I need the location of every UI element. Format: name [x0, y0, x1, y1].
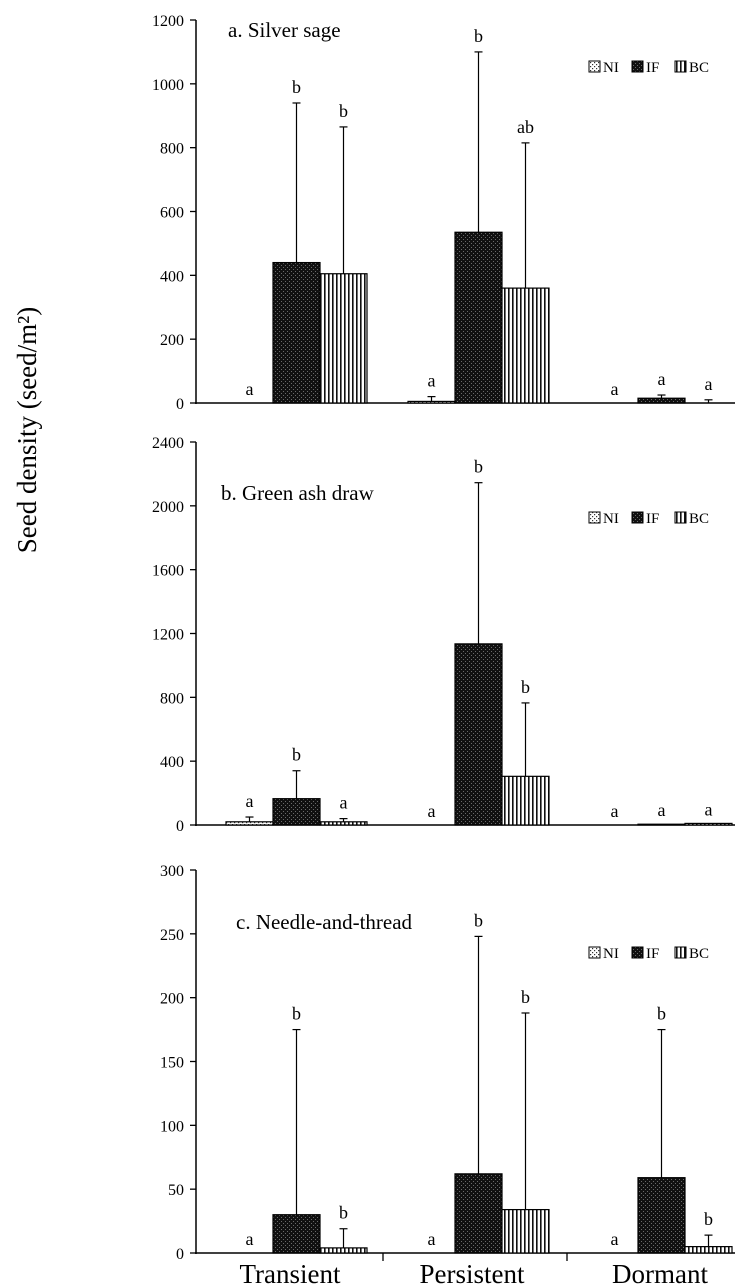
- legend-swatch-bc: [674, 60, 687, 73]
- y-tick-label: 300: [160, 863, 184, 880]
- bar-if: [454, 643, 503, 826]
- bar-if: [272, 798, 321, 826]
- y-tick-label: 1200: [152, 13, 184, 30]
- y-tick-label: 400: [160, 268, 184, 285]
- bar-bc: [319, 273, 368, 404]
- significance-letter: b: [339, 101, 348, 121]
- y-tick-label: 1000: [152, 77, 184, 94]
- legend-label-ni: NI: [603, 511, 619, 527]
- significance-letter: b: [292, 77, 301, 97]
- significance-letter: a: [658, 800, 666, 820]
- significance-letter: a: [611, 379, 619, 399]
- significance-letter: b: [474, 910, 483, 930]
- legend-label-bc: BC: [689, 511, 709, 527]
- y-tick-label: 600: [160, 205, 184, 222]
- bar-bc: [684, 822, 733, 826]
- y-tick-label: 50: [168, 1182, 184, 1199]
- y-tick-label: 2000: [152, 499, 184, 516]
- legend-swatch-if: [631, 946, 644, 959]
- significance-letter: a: [611, 1229, 619, 1249]
- y-tick-label: 200: [160, 991, 184, 1008]
- y-tick-label: 150: [160, 1055, 184, 1072]
- bar-bc: [501, 287, 550, 404]
- bar-if: [272, 1214, 321, 1254]
- significance-letter: a: [428, 371, 436, 391]
- y-tick-label: 0: [176, 1246, 184, 1263]
- bar-if: [637, 1177, 686, 1254]
- significance-letter: a: [611, 801, 619, 821]
- significance-letter: a: [428, 1229, 436, 1249]
- legend-swatch-ni: [588, 946, 601, 959]
- x-category-label: Transient: [239, 1259, 341, 1286]
- legend-swatch-bc: [674, 511, 687, 524]
- bar-bc: [319, 1247, 368, 1254]
- bar-if: [454, 231, 503, 404]
- legend-label-ni: NI: [603, 60, 619, 76]
- x-category-label: Persistent: [420, 1259, 525, 1286]
- legend-label-ni: NI: [603, 946, 619, 962]
- y-tick-label: 0: [176, 818, 184, 835]
- significance-letter: b: [474, 26, 483, 46]
- y-tick-label: 200: [160, 332, 184, 349]
- y-tick-label: 250: [160, 927, 184, 944]
- y-tick-label: 0: [176, 396, 184, 413]
- y-tick-label: 2400: [152, 435, 184, 452]
- significance-letter: a: [658, 369, 666, 389]
- panel-title: b. Green ash draw: [221, 481, 375, 505]
- y-tick-label: 100: [160, 1118, 184, 1135]
- significance-letter: b: [292, 1004, 301, 1024]
- significance-letter: b: [292, 745, 301, 765]
- y-tick-label: 800: [160, 141, 184, 158]
- bar-bc: [319, 821, 368, 826]
- y-tick-label: 1600: [152, 563, 184, 580]
- bar-bc: [684, 1246, 733, 1254]
- bar-if: [637, 397, 686, 404]
- legend-swatch-ni: [588, 511, 601, 524]
- panel-2: 0 400 800 1200 1600 2000 2400 b. Green ash draw…: [152, 435, 735, 835]
- significance-letter: a: [340, 793, 348, 813]
- significance-letter: ab: [517, 117, 534, 137]
- legend-label-if: IF: [646, 946, 659, 962]
- legend-label-bc: BC: [689, 60, 709, 76]
- bar-if: [637, 823, 686, 826]
- legend-swatch-ni: [588, 60, 601, 73]
- significance-letter: a: [705, 374, 713, 394]
- bar-if: [272, 261, 321, 404]
- significance-letter: a: [428, 801, 436, 821]
- panel-3: 0 50 100 150 200 250 300 c. Needle-and-thread NI…: [160, 863, 735, 1263]
- y-tick-label: 1200: [152, 627, 184, 644]
- legend-label-if: IF: [646, 60, 659, 76]
- significance-letter: a: [246, 379, 254, 399]
- significance-letter: a: [246, 1229, 254, 1249]
- y-tick-label: 400: [160, 754, 184, 771]
- significance-letter: b: [339, 1203, 348, 1223]
- significance-letter: a: [246, 791, 254, 811]
- significance-letter: b: [521, 677, 530, 697]
- legend-swatch-if: [631, 60, 644, 73]
- x-category-label: Dormant: [612, 1259, 708, 1286]
- y-tick-label: 800: [160, 690, 184, 707]
- legend-label-bc: BC: [689, 946, 709, 962]
- significance-letter: b: [704, 1209, 713, 1229]
- y-axis-label: Seed density (seed/m²): [12, 306, 42, 554]
- legend-swatch-if: [631, 511, 644, 524]
- significance-letter: b: [474, 457, 483, 477]
- significance-letter: b: [521, 987, 530, 1007]
- panel-title: c. Needle-and-thread: [236, 910, 413, 934]
- significance-letter: b: [657, 1004, 666, 1024]
- legend-swatch-bc: [674, 946, 687, 959]
- bar-if: [454, 1173, 503, 1254]
- panel-1: 0 200 400 600 800 1000 1200 a. Silver sage NI IF B…: [152, 13, 735, 413]
- legend-label-if: IF: [646, 511, 659, 527]
- bar-bc: [501, 1208, 550, 1254]
- significance-letter: a: [705, 799, 713, 819]
- panel-title: a. Silver sage: [228, 18, 341, 42]
- bar-ni: [407, 400, 456, 404]
- bar-bc: [501, 775, 550, 826]
- bar-ni: [225, 821, 274, 826]
